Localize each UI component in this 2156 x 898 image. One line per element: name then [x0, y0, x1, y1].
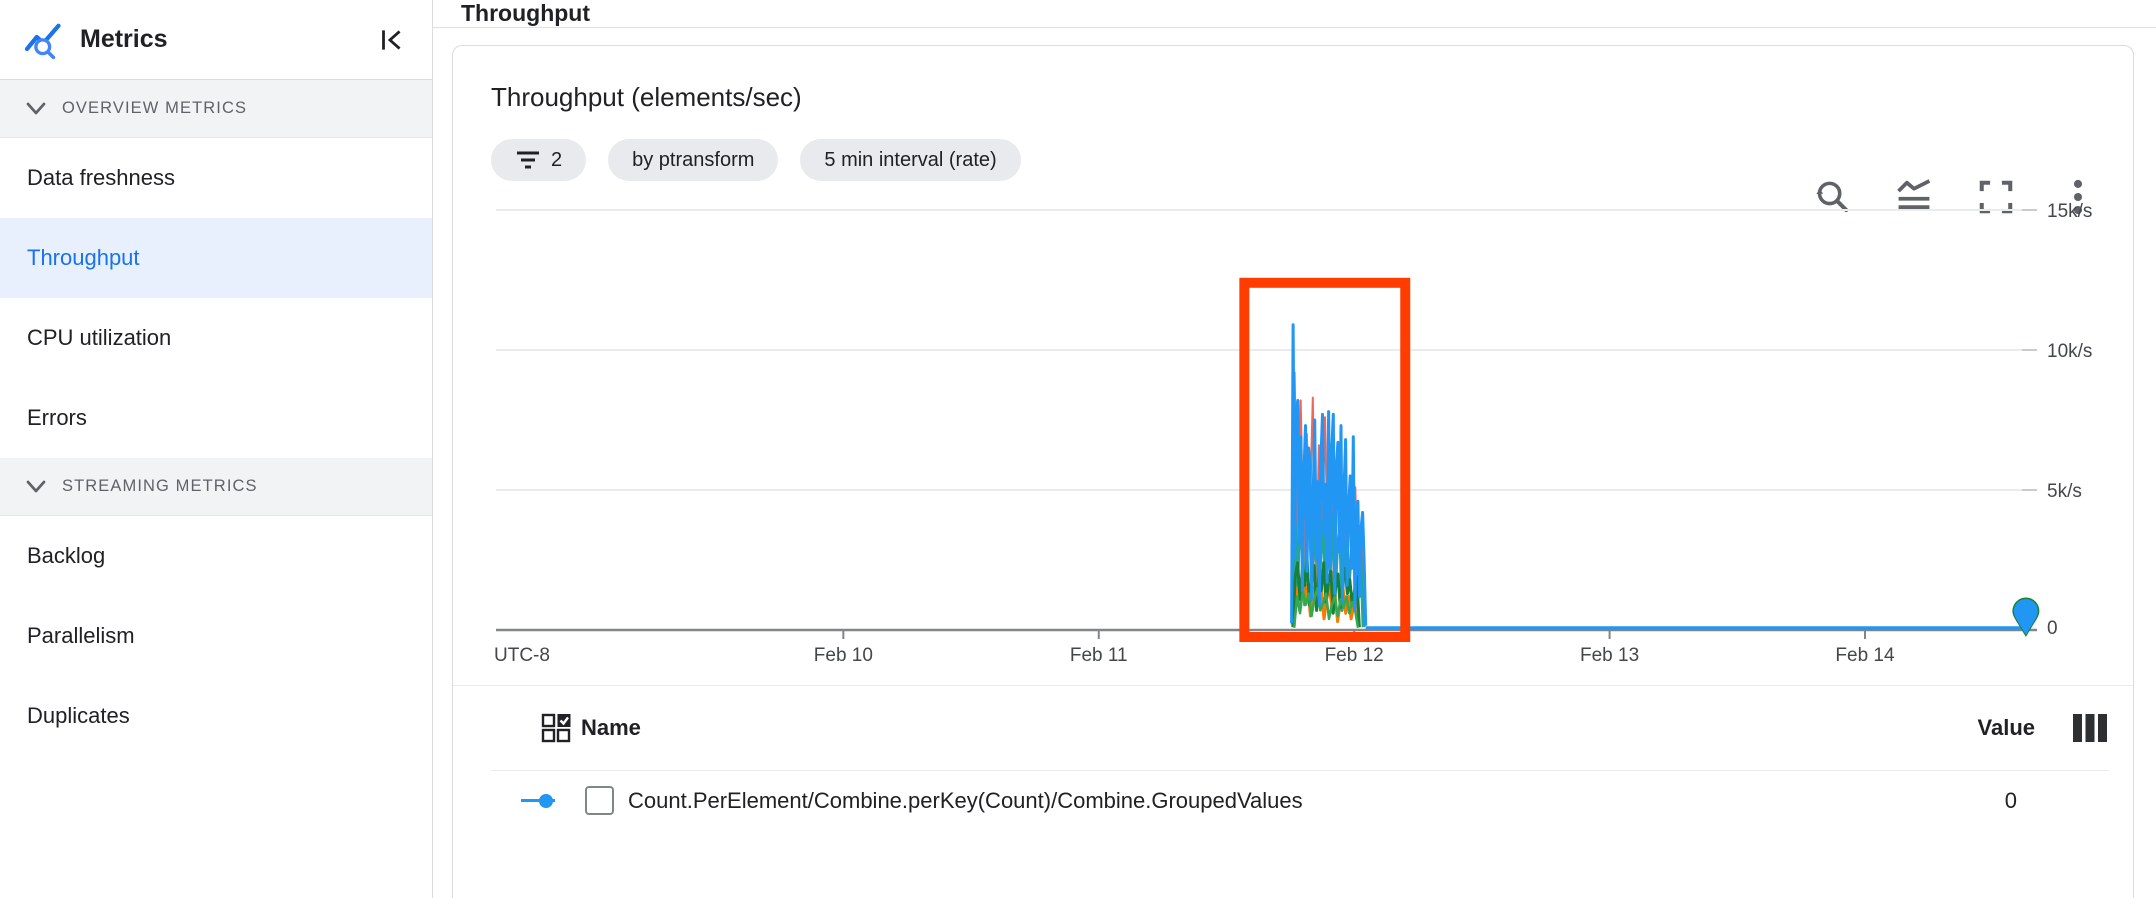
- svg-text:Feb 11: Feb 11: [1070, 645, 1128, 666]
- section-label: STREAMING METRICS: [62, 477, 258, 495]
- more-options-button[interactable]: [2059, 178, 2097, 216]
- value-column-header: Value: [1977, 715, 2035, 740]
- chart-type-button[interactable]: [1895, 178, 1933, 216]
- svg-text:Feb 14: Feb 14: [1835, 645, 1895, 666]
- svg-text:Feb 10: Feb 10: [814, 645, 873, 666]
- chip-label: by ptransform: [632, 148, 755, 171]
- series-legend-marker: [521, 793, 555, 808]
- nav-item-label: Backlog: [27, 543, 106, 568]
- chip-label: 5 min interval (rate): [824, 148, 997, 171]
- sidebar-item-cpu-utilization[interactable]: CPU utilization: [0, 298, 432, 378]
- nav-item-label: Errors: [27, 405, 87, 430]
- filter-count-chip[interactable]: 2: [491, 139, 587, 181]
- svg-text:Feb 13: Feb 13: [1580, 645, 1639, 666]
- svg-text:UTC-8: UTC-8: [494, 645, 550, 666]
- nav-item-label: Parallelism: [27, 623, 135, 648]
- throughput-chart-card: Throughput (elements/sec): [452, 45, 2134, 898]
- chip-label: 2: [551, 148, 563, 171]
- fullscreen-button[interactable]: [1977, 178, 2015, 216]
- sidebar-item-data-freshness[interactable]: Data freshness: [0, 138, 432, 218]
- group-by-chip[interactable]: by ptransform: [608, 139, 779, 181]
- svg-text:10k/s: 10k/s: [2047, 341, 2092, 362]
- section-streaming-metrics[interactable]: STREAMING METRICS: [0, 458, 432, 516]
- zoom-reset-button[interactable]: [1813, 178, 1851, 216]
- sidebar-item-throughput[interactable]: Throughput: [0, 218, 432, 298]
- fullscreen-icon: [1979, 180, 2013, 214]
- svg-text:15k/s: 15k/s: [2047, 201, 2092, 222]
- name-column-header: Name: [581, 715, 641, 740]
- more-vert-icon: [2073, 179, 2083, 215]
- table-row: Count.PerElement/Combine.perKey(Count)/C…: [491, 770, 2109, 830]
- svg-text:5k/s: 5k/s: [2047, 481, 2082, 502]
- metrics-logo-icon: [24, 23, 61, 59]
- series-checkbox[interactable]: [585, 786, 614, 815]
- chevron-down-icon: [26, 480, 46, 494]
- svg-text:0: 0: [2047, 618, 2058, 639]
- sidebar-item-errors[interactable]: Errors: [0, 378, 432, 458]
- card-header: Throughput (elements/sec): [491, 46, 2109, 113]
- page-title: Throughput: [461, 0, 591, 26]
- sidebar-title: Metrics: [80, 25, 168, 53]
- sidebar-header: Metrics: [0, 0, 432, 80]
- svg-text:Feb 12: Feb 12: [1325, 645, 1384, 666]
- select-all-series-icon[interactable]: [541, 713, 571, 743]
- page-header: Throughput: [433, 0, 2156, 28]
- main-area: Throughput Throughput (elements/sec): [433, 0, 2156, 898]
- zoom-reset-icon: [1816, 181, 1849, 213]
- sidebar-item-duplicates[interactable]: Duplicates: [0, 676, 432, 756]
- chart-type-icon: [1897, 179, 1931, 209]
- throughput-chart[interactable]: Feb 10 Feb 11 Feb 12 Feb 13 Feb 14 UTC-8 15k/s…: [491, 195, 2111, 683]
- section-label: OVERVIEW METRICS: [62, 99, 248, 117]
- chart-area: Feb 10 Feb 11 Feb 12 Feb 13 Feb 14 UTC-8 15k/s…: [491, 195, 2109, 683]
- interval-chip[interactable]: 5 min interval (rate): [800, 139, 1021, 181]
- filter-icon: [517, 151, 539, 169]
- nav-item-label: CPU utilization: [27, 325, 172, 350]
- nav-item-label: Duplicates: [27, 703, 130, 728]
- section-overview-metrics[interactable]: OVERVIEW METRICS: [0, 80, 432, 138]
- table-header-row: Name Value: [491, 686, 2109, 770]
- chart-title: Throughput (elements/sec): [491, 82, 802, 112]
- collapse-panel-icon: [382, 29, 401, 50]
- series-value: 0: [2004, 787, 2017, 813]
- series-name: Count.PerElement/Combine.perKey(Count)/C…: [628, 787, 1303, 813]
- sidebar-item-backlog[interactable]: Backlog: [0, 516, 432, 596]
- filter-chips: 2 by ptransform 5 min interval (rate): [491, 139, 2109, 181]
- collapse-sidebar-button[interactable]: [374, 23, 408, 57]
- table-section: Name Value: [453, 685, 2133, 830]
- nav-item-label: Throughput: [27, 245, 140, 270]
- chevron-down-icon: [26, 102, 46, 116]
- content-area: Throughput (elements/sec): [433, 28, 2156, 898]
- nav-item-label: Data freshness: [27, 165, 175, 190]
- metrics-sidebar: Metrics OVERVIEW METRICS Data freshness …: [0, 0, 433, 898]
- columns-icon[interactable]: [2071, 713, 2109, 743]
- sidebar-item-parallelism[interactable]: Parallelism: [0, 596, 432, 676]
- chart-toolbar: [1813, 178, 2097, 216]
